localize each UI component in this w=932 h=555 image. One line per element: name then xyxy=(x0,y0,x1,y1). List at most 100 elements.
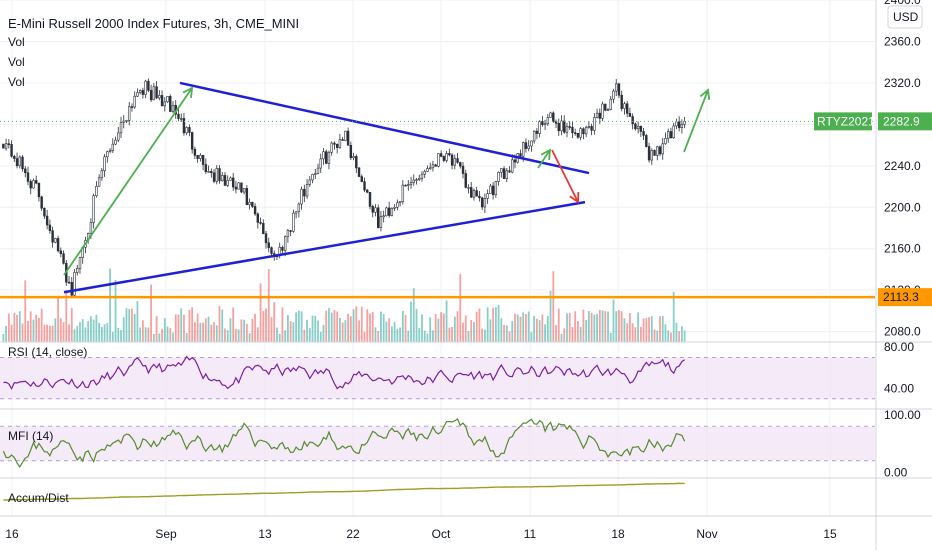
candle-body-107 xyxy=(294,211,298,214)
candle-body-141 xyxy=(387,207,391,216)
candle-body-117 xyxy=(322,151,325,160)
volume-legend-2[interactable]: Vol xyxy=(8,55,25,69)
candle-body-245 xyxy=(672,125,675,139)
volume-bar-139 xyxy=(382,314,385,342)
candle-body-72 xyxy=(199,154,202,159)
volume-bar-82 xyxy=(226,330,229,342)
candle-body-215 xyxy=(590,126,593,131)
candle-body-147 xyxy=(404,184,407,187)
volume-bar-86 xyxy=(237,329,240,342)
volume-bar-52 xyxy=(144,327,147,342)
volume-bar-153 xyxy=(421,314,423,342)
volume-bar-174 xyxy=(478,308,481,342)
rsi-tick-label-0: 40.00 xyxy=(884,381,914,395)
candle-body-142 xyxy=(390,208,394,216)
volume-bar-50 xyxy=(139,327,142,342)
candle-body-66 xyxy=(182,118,186,134)
volume-bar-148 xyxy=(407,330,410,342)
candle-body-91 xyxy=(251,201,254,207)
volume-bar-191 xyxy=(525,314,527,342)
volume-bar-231 xyxy=(634,327,637,342)
candle-body-220 xyxy=(604,103,607,111)
volume-bar-93 xyxy=(256,327,259,342)
volume-bar-94 xyxy=(259,283,262,342)
candle-body-150 xyxy=(412,179,415,183)
volume-bar-187 xyxy=(514,313,516,342)
volume-bar-209 xyxy=(574,311,577,342)
candle-body-232 xyxy=(636,125,640,130)
volume-bar-71 xyxy=(196,313,199,342)
volume-bar-186 xyxy=(511,320,514,342)
candle-body-240 xyxy=(658,146,662,155)
volume-bar-115 xyxy=(317,320,319,342)
candle-body-248 xyxy=(680,124,684,128)
candle-body-57 xyxy=(158,95,161,99)
candle-body-52 xyxy=(144,80,147,95)
candle-body-53 xyxy=(147,80,150,91)
candle-body-189 xyxy=(519,153,522,157)
candle-body-228 xyxy=(625,103,629,114)
volume-bar-107 xyxy=(295,312,298,342)
volume-bar-40 xyxy=(111,331,114,342)
candle-body-90 xyxy=(248,201,251,206)
candle-body-185 xyxy=(508,170,511,173)
candle-body-6 xyxy=(18,156,21,167)
mfi-title: MFI (14) xyxy=(8,429,53,443)
volume-bar-96 xyxy=(265,308,267,342)
candle-body-89 xyxy=(245,188,249,206)
candle-body-43 xyxy=(119,121,123,134)
candle-body-55 xyxy=(152,86,156,101)
volume-bar-1 xyxy=(5,325,8,342)
candle-body-201 xyxy=(552,112,555,122)
candle-body-173 xyxy=(475,190,478,197)
volume-bar-70 xyxy=(193,322,196,342)
candle-body-197 xyxy=(541,121,544,126)
candle-body-223 xyxy=(612,90,615,100)
volume-bar-198 xyxy=(544,324,546,342)
volume-bar-132 xyxy=(363,331,366,342)
mfi-tick-label-1: 100.00 xyxy=(884,408,921,422)
candle-body-93 xyxy=(256,213,260,223)
candle-body-88 xyxy=(242,188,246,193)
volume-bar-178 xyxy=(489,319,492,342)
time-tick-label-3: 22 xyxy=(346,527,360,541)
volume-bar-195 xyxy=(535,318,538,342)
candle-body-40 xyxy=(111,143,115,151)
candle-body-45 xyxy=(125,120,128,122)
candle-body-167 xyxy=(459,162,462,167)
volume-legend-3[interactable]: Vol xyxy=(8,75,25,89)
volume-bar-76 xyxy=(210,324,213,342)
candle-body-236 xyxy=(647,146,651,161)
volume-bar-203 xyxy=(557,308,560,342)
volume-bar-245 xyxy=(672,291,675,342)
volume-bar-18 xyxy=(51,325,54,342)
candle-body-157 xyxy=(431,164,435,169)
candle-body-78 xyxy=(215,168,218,182)
volume-bar-210 xyxy=(577,321,579,342)
volume-bar-141 xyxy=(388,318,391,342)
volume-bar-61 xyxy=(169,328,172,342)
candle-body-213 xyxy=(584,127,588,135)
candle-body-200 xyxy=(549,112,552,118)
candle-body-242 xyxy=(664,137,667,145)
volume-bar-46 xyxy=(128,309,131,342)
candle-body-120 xyxy=(330,142,333,153)
candle-body-171 xyxy=(470,187,473,198)
volume-bar-190 xyxy=(522,312,525,342)
volume-bar-102 xyxy=(281,307,284,342)
price-tick-label-0: 2080.0 xyxy=(884,325,921,339)
candle-body-73 xyxy=(201,154,205,165)
candle-body-58 xyxy=(160,95,164,107)
time-tick-label-8: 15 xyxy=(823,527,837,541)
candle-body-169 xyxy=(464,173,467,188)
candle-body-1 xyxy=(4,143,8,149)
candle-body-186 xyxy=(511,159,514,173)
candle-body-12 xyxy=(34,180,38,184)
volume-bar-103 xyxy=(284,330,287,342)
rsi-tick-label-1: 80.00 xyxy=(884,340,914,354)
volume-bar-175 xyxy=(481,328,484,342)
volume-legend-1[interactable]: Vol xyxy=(8,35,25,49)
volume-bar-129 xyxy=(355,306,358,342)
